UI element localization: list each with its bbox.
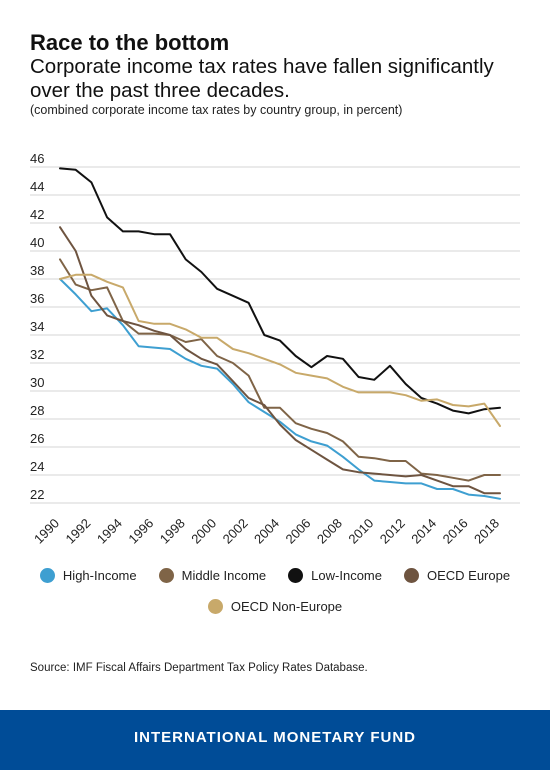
x-tick-label: 2012 [377, 516, 408, 547]
y-tick-label: 38 [30, 263, 44, 278]
y-tick-label: 24 [30, 459, 44, 474]
legend-swatch [39, 568, 55, 583]
legend-label: OECD Non-Europe [230, 599, 343, 614]
x-tick-label: 1990 [31, 516, 62, 547]
series-line-high-income [59, 278, 501, 500]
x-tick-label: 2016 [440, 516, 471, 547]
legend-label: Middle Income [181, 568, 267, 583]
x-tick-label: 2014 [408, 516, 439, 547]
y-tick-label: 34 [30, 319, 44, 334]
legend-item: High-Income [39, 568, 137, 583]
y-tick-label: 46 [30, 151, 44, 166]
y-tick-label: 32 [30, 347, 44, 362]
legend-swatch [158, 568, 174, 583]
x-tick-label: 1996 [125, 516, 156, 547]
source-note: Source: IMF Fiscal Affairs Department Ta… [30, 662, 368, 674]
y-tick-label: 22 [30, 487, 44, 502]
legend-label: OECD Europe [426, 568, 511, 583]
x-tick-label: 1992 [62, 516, 93, 547]
x-tick-label: 2008 [314, 516, 345, 547]
x-tick-label: 2004 [251, 516, 282, 547]
x-tick-label: 2000 [188, 516, 219, 547]
legend-item: Low-Income [288, 568, 382, 583]
x-tick-label: 1994 [94, 516, 125, 547]
x-tick-label: 2018 [471, 516, 502, 547]
legend-swatch [403, 568, 419, 583]
series-line-oecd-non-europe [59, 273, 501, 427]
series-line-middle-income [59, 258, 501, 482]
y-tick-label: 36 [30, 291, 44, 306]
chart-note: (combined corporate income tax rates by … [30, 103, 403, 117]
chart-subtitle: Corporate income tax rates have fallen s… [30, 55, 494, 102]
legend-swatch [207, 599, 223, 614]
legend-row: OECD Non-Europe [0, 599, 550, 614]
legend-item: OECD Non-Europe [207, 599, 343, 614]
legend-label: Low-Income [311, 568, 382, 583]
legend-item: OECD Europe [403, 568, 511, 583]
y-tick-label: 26 [30, 431, 44, 446]
series-line-oecd-europe [59, 226, 501, 495]
legend-item: Middle Income [158, 568, 267, 583]
x-tick-label: 1998 [157, 516, 188, 547]
legend-row: High-Income Middle Income Low-Income OECD E… [0, 568, 550, 583]
series-line-low-income [59, 167, 501, 415]
footer-bar: INTERNATIONAL MONETARY FUND [0, 710, 550, 770]
y-tick-label: 40 [30, 235, 44, 250]
legend-swatch [288, 568, 304, 583]
y-tick-label: 44 [30, 179, 44, 194]
x-tick-label: 2002 [220, 516, 251, 547]
y-tick-label: 28 [30, 403, 44, 418]
chart-legend: High-Income Middle Income Low-Income OECD E… [0, 568, 550, 630]
legend-label: High-Income [62, 568, 137, 583]
y-tick-label: 42 [30, 207, 44, 222]
chart-title: Race to the bottom [30, 30, 230, 55]
footer-label: INTERNATIONAL MONETARY FUND [134, 729, 416, 746]
y-tick-label: 30 [30, 375, 44, 390]
x-tick-label: 2006 [282, 516, 313, 547]
x-tick-label: 2010 [345, 516, 376, 547]
